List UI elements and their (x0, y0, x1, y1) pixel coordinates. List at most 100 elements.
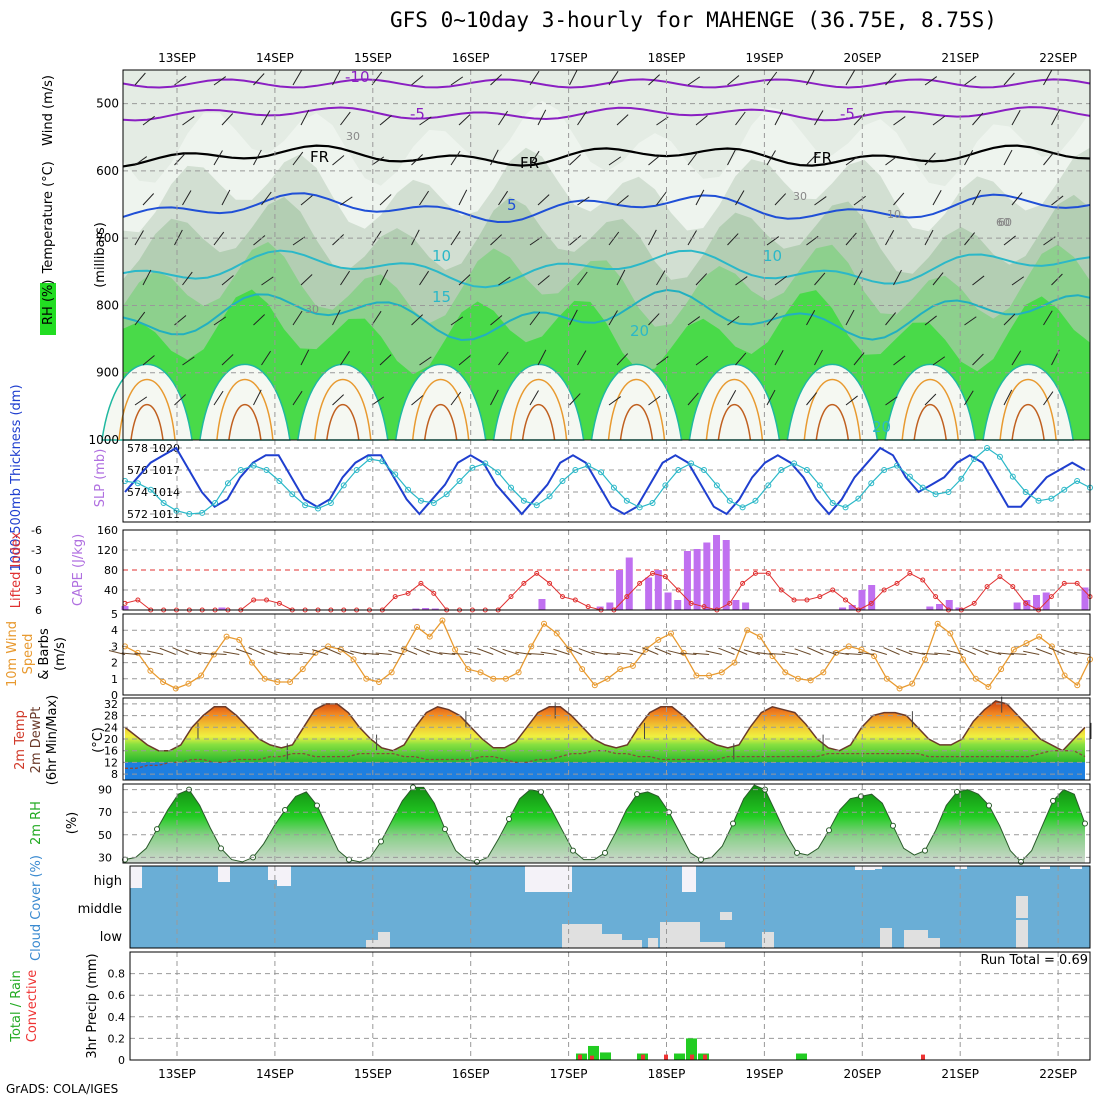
wind-barb (845, 70, 855, 86)
temp-contour-25 (901, 378, 959, 441)
wind-barb (648, 74, 660, 86)
wind-barb (845, 156, 859, 166)
wind-barb (419, 270, 430, 286)
wind-speed-point (388, 669, 395, 676)
wind-speed-point (706, 672, 713, 679)
thickness-point (1048, 495, 1055, 502)
x-tick-top: 16SEP (452, 51, 490, 65)
wind-speed-point (337, 646, 344, 653)
label-text: Total / Rain (9, 970, 24, 1043)
wind-barb (814, 196, 827, 206)
wind-speed-point (452, 646, 459, 653)
wind-barb (608, 156, 622, 166)
x-tick-top: 20SEP (843, 51, 881, 65)
wind-barb (379, 194, 392, 206)
wind-barb (896, 647, 913, 655)
temperature-contour (122, 106, 1091, 122)
wind-barb (569, 393, 581, 406)
contour-label: -5 (410, 105, 425, 123)
wind-barb (490, 315, 503, 326)
temp-contour-20 (982, 363, 1074, 441)
wind-barb (498, 351, 509, 366)
wind-speed-point (845, 643, 852, 650)
wind-barb (972, 112, 984, 126)
wind-barb (253, 314, 265, 326)
wind-barb (261, 276, 274, 286)
cape-bar (431, 608, 439, 610)
run-total-annotation: Run Total = 0.69 (980, 953, 1088, 968)
label-text: 2m RH (29, 801, 44, 845)
wind-barb (537, 194, 550, 206)
lifted-index-point (971, 600, 977, 606)
wind-barb (223, 651, 240, 655)
wind-barb (656, 356, 669, 366)
tick-right: 1020 (152, 442, 180, 455)
wind-barb (312, 649, 329, 655)
wind-barb (1043, 152, 1054, 166)
cloud-low-block (880, 928, 892, 948)
cloud-high-block (1040, 866, 1050, 869)
wind-barb (814, 272, 826, 286)
wind-barb (932, 115, 945, 126)
wind-barb (419, 116, 432, 126)
y-tick-label: 700 (96, 231, 119, 245)
wind-barb (498, 110, 508, 126)
wind-barb (537, 109, 547, 126)
wind-speed-point (541, 620, 548, 627)
wind-barb (695, 115, 708, 126)
thickness-point (945, 489, 952, 495)
wind-speed-point (248, 659, 255, 666)
wind-barb (450, 150, 461, 166)
cloud-high-block (682, 866, 696, 892)
y-tick-label: 32 (104, 698, 118, 711)
wind-barb (769, 652, 786, 655)
rh-point (474, 858, 480, 865)
rh-point (410, 784, 416, 791)
y-tick-label: 0 (111, 689, 118, 702)
panel-label: 3hr Precip (mm) (85, 953, 100, 1058)
temp-contour-25 (803, 378, 862, 441)
cape-bar (218, 607, 226, 610)
wind-barb (324, 647, 342, 655)
wind-barb (680, 652, 697, 655)
thickness-point (932, 491, 939, 498)
thickness-point (1074, 478, 1081, 484)
wind-barb (332, 234, 344, 246)
wind-barb (1051, 195, 1064, 206)
rh-point (442, 826, 448, 833)
lifted-index-point (135, 597, 141, 603)
wind-barb (1035, 648, 1053, 655)
rh-point (602, 849, 608, 856)
thickness-point (726, 497, 733, 504)
y-tick-label: 20 (104, 733, 118, 746)
wind-barb (299, 651, 316, 655)
wind-barb (182, 190, 192, 206)
wind-barb (735, 111, 746, 126)
cape-bar (955, 607, 963, 610)
wind-barb (527, 653, 545, 655)
wind-speed-line (124, 619, 1091, 690)
cape-bar (945, 600, 953, 610)
wind-barb (853, 113, 866, 126)
lifted-index-point (534, 570, 540, 576)
wind-barb (261, 648, 278, 655)
thickness-point (263, 467, 270, 473)
wind-barb (1043, 391, 1054, 406)
wind-speed-point (883, 675, 890, 682)
thickness-point (302, 502, 309, 509)
wind-barb (885, 73, 897, 86)
wind-barb (134, 396, 148, 406)
x-tick-top: 19SEP (746, 51, 784, 65)
rh-point (282, 806, 288, 813)
wind-barb (411, 75, 424, 86)
thickness-point (469, 464, 476, 471)
thickness-point (160, 500, 167, 506)
thickness-point (829, 500, 836, 506)
wind-barb (1048, 647, 1065, 655)
thickness-point (765, 482, 772, 489)
lifted-index-point (637, 580, 643, 586)
wind-barb (766, 236, 780, 246)
wind-barb (794, 648, 811, 655)
lifted-index-point (572, 597, 578, 603)
lifted-index-point (804, 597, 810, 603)
